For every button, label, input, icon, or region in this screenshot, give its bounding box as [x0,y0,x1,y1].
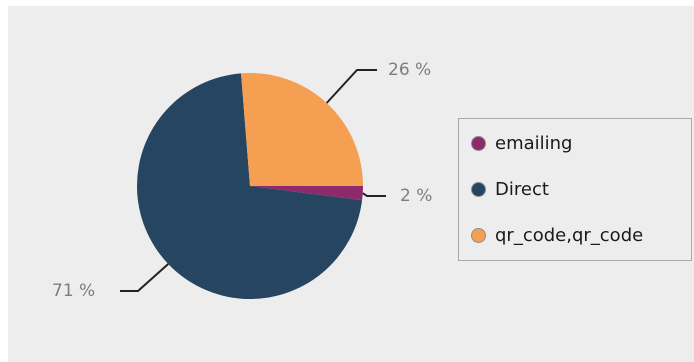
legend-swatch-emailing [471,135,486,151]
legend-swatch-direct [471,181,486,197]
pie-slice-direct [136,73,363,300]
leader-line-qr-code-qr-code [325,69,377,104]
legend-item-qr-code: qr_code,qr_code [471,223,643,247]
leader-line-emailing [362,192,386,197]
pie-slice-emailing [250,186,363,201]
slice-label-emailing: 2 % [400,186,433,206]
slice-label-qr-code-qr-code: 26 % [388,60,432,80]
legend-item-direct: Direct [471,177,549,201]
legend-swatch-qr-code [471,227,486,243]
legend-label-direct: Direct [495,178,549,200]
pie-slice-qr-code-qr-code [241,73,363,186]
legend-label-qr-code: qr_code,qr_code [495,224,644,246]
slice-label-direct: 71 % [52,281,96,301]
legend-label-emailing: emailing [495,132,573,154]
legend-item-emailing: emailing [471,131,572,155]
leader-line-direct [120,263,169,292]
chart-legend: emailing Direct qr_code,qr_code [458,118,692,261]
